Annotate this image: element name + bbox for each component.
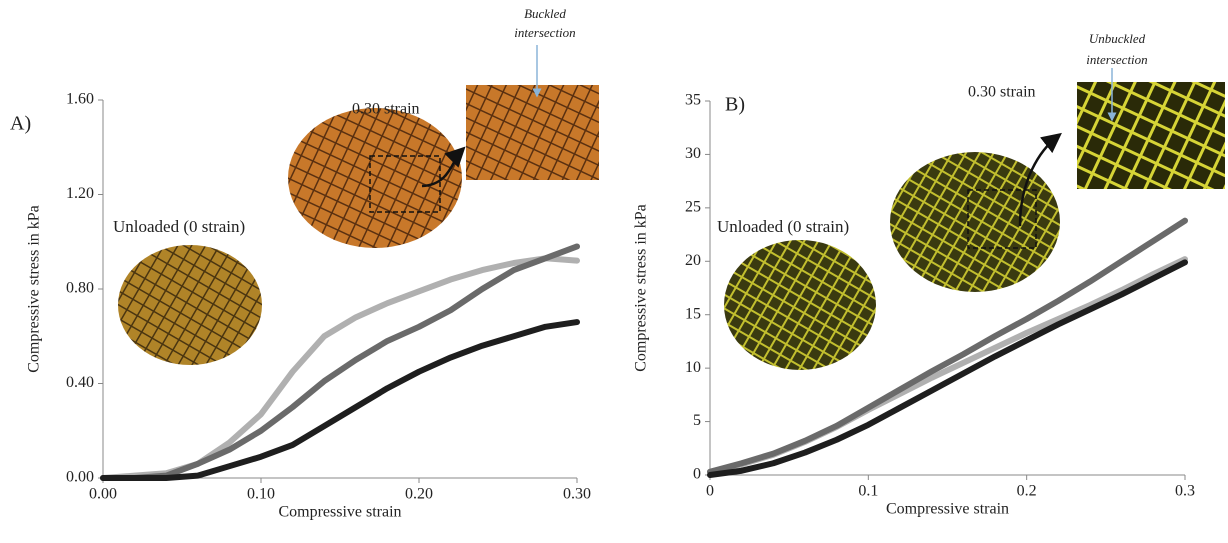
x-axis-label: Compressive strain xyxy=(886,501,1009,518)
y-tick-label: 5 xyxy=(693,412,701,429)
y-tick-label: 30 xyxy=(685,145,701,162)
x-tick-label: 0.20 xyxy=(405,486,433,503)
x-tick-label: 0.3 xyxy=(1175,483,1195,500)
y-tick-label: 0.40 xyxy=(66,374,94,391)
y-tick-label: 1.20 xyxy=(66,185,94,202)
annotation: 0.30 strain xyxy=(352,101,420,118)
y-tick-label: 10 xyxy=(685,359,701,376)
y-tick-label: 20 xyxy=(685,252,701,269)
x-tick-label: 0 xyxy=(706,483,714,500)
annotation: Unloaded (0 strain) xyxy=(113,217,245,236)
y-tick-label: 1.60 xyxy=(66,91,94,108)
chart: 0.000.400.801.201.600.000.100.200.30Comp… xyxy=(0,0,1228,543)
y-axis-label: Compressive stress in kPa xyxy=(633,204,650,372)
y-axis-label: Compressive stress in kPa xyxy=(26,205,43,373)
x-axis-label: Compressive strain xyxy=(278,504,401,521)
y-tick-label: 15 xyxy=(685,305,701,322)
y-tick-label: 35 xyxy=(685,92,701,109)
annotation: Unbuckled xyxy=(1089,31,1146,46)
x-tick-label: 0.2 xyxy=(1017,483,1037,500)
x-tick-label: 0.1 xyxy=(858,483,878,500)
y-tick-label: 0 xyxy=(693,466,701,483)
y-tick-label: 0.80 xyxy=(66,280,94,297)
x-tick-label: 0.10 xyxy=(247,486,275,503)
y-tick-label: 0.00 xyxy=(66,469,94,486)
x-tick-label: 0.00 xyxy=(89,486,117,503)
annotation: intersection xyxy=(514,25,575,40)
annotation: B) xyxy=(725,94,745,116)
annotation: Unloaded (0 strain) xyxy=(717,217,849,236)
annotation: A) xyxy=(10,113,31,135)
y-tick-label: 25 xyxy=(685,199,701,216)
annotation: 0.30 strain xyxy=(968,84,1036,101)
x-tick-label: 0.30 xyxy=(563,486,591,503)
annotation: Buckled xyxy=(524,6,566,21)
annotation: intersection xyxy=(1086,52,1147,67)
